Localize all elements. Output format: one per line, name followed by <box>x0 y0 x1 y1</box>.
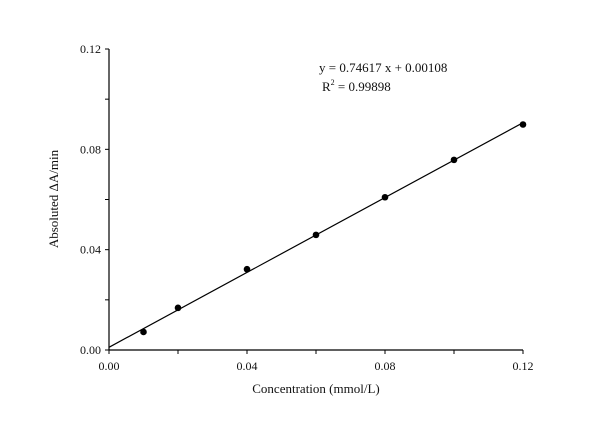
r2-label: R <box>322 79 331 94</box>
y-tick-label: 0.08 <box>80 142 101 156</box>
r-squared-annotation: R2 = 0.99898 <box>322 78 391 94</box>
x-tick-label: 0.08 <box>375 359 396 373</box>
equation-annotation: y = 0.74617 x + 0.00108 <box>319 60 447 75</box>
data-point <box>381 193 389 201</box>
data-point <box>174 304 182 312</box>
data-point <box>450 156 458 164</box>
y-tick-label: 0.00 <box>80 343 101 357</box>
data-point <box>312 231 320 239</box>
data-point <box>243 265 251 273</box>
y-tick-label: 0.12 <box>80 42 101 56</box>
r2-sup: 2 <box>331 78 335 87</box>
data-points <box>140 121 527 336</box>
x-tick-label: 0.00 <box>99 359 120 373</box>
data-point <box>140 328 147 336</box>
y-tick-label: 0.04 <box>80 243 101 257</box>
y-axis-label: Absoluted ΔA/min <box>46 149 61 248</box>
x-tick-label: 0.04 <box>237 359 258 373</box>
x-tick-label: 0.12 <box>513 359 534 373</box>
ticks: 0.00 0.04 0.08 0.12 0.00 0.04 0.08 0.12 <box>80 42 534 373</box>
r2-value: = 0.99898 <box>335 79 391 94</box>
axes <box>108 49 523 351</box>
data-point <box>519 121 527 128</box>
x-axis-label: Concentration (mmol/L) <box>252 381 379 396</box>
